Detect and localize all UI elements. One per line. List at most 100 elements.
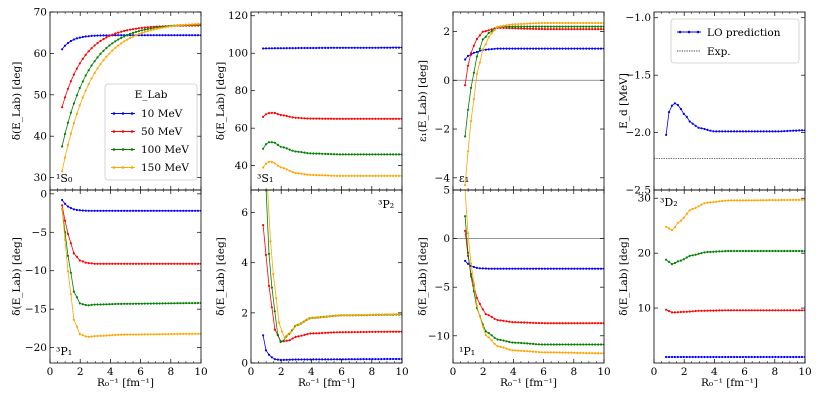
data-point — [697, 205, 700, 208]
data-point — [532, 22, 535, 25]
data-point — [353, 358, 356, 361]
data-point — [126, 209, 129, 212]
data-point — [567, 28, 570, 31]
data-point — [780, 249, 783, 253]
data-point — [484, 30, 487, 33]
data-point — [579, 21, 582, 25]
data-point — [167, 302, 170, 305]
data-point — [84, 335, 87, 338]
y-tick-label: 6 — [241, 207, 248, 219]
data-point — [114, 32, 117, 35]
series-line-150-mev — [464, 22, 604, 186]
data-point — [270, 111, 273, 114]
data-point — [182, 209, 185, 212]
data-point — [472, 98, 475, 101]
data-point — [543, 322, 547, 325]
data-point — [576, 28, 579, 31]
panel-Ed: −2.5 −2.0 −1.5 −1.0 E_d [MeV] LO prediction Ex… — [618, 11, 806, 197]
data-point — [395, 153, 398, 156]
data-point — [108, 44, 111, 47]
data-point — [762, 355, 765, 359]
data-point — [332, 314, 335, 317]
data-point — [567, 343, 570, 346]
data-point — [167, 25, 170, 28]
data-point — [466, 64, 470, 67]
data-point — [282, 114, 285, 117]
data-point — [552, 47, 555, 50]
data-point — [576, 343, 579, 346]
data-point — [267, 47, 271, 50]
data-point — [786, 249, 789, 253]
data-point — [783, 355, 786, 359]
data-point — [561, 322, 564, 325]
data-point — [464, 184, 467, 187]
data-point — [795, 355, 798, 359]
y-tick-label: 40 — [235, 160, 248, 172]
data-point — [561, 343, 564, 346]
data-point — [774, 130, 777, 133]
data-point — [505, 347, 508, 350]
data-point — [264, 47, 268, 50]
data-point — [288, 148, 291, 151]
data-point — [66, 87, 70, 90]
data-point — [75, 112, 78, 115]
data-point — [529, 27, 532, 30]
data-point — [667, 260, 671, 263]
data-point — [81, 80, 84, 83]
data-point — [152, 209, 155, 212]
data-point — [63, 219, 67, 222]
data-point — [552, 21, 555, 25]
data-point — [75, 37, 78, 40]
data-point — [152, 333, 155, 336]
data-point — [371, 330, 374, 333]
data-point — [362, 46, 365, 49]
data-point — [318, 358, 321, 361]
data-point — [532, 47, 535, 50]
data-point — [469, 275, 473, 278]
data-point — [72, 122, 75, 125]
data-point — [362, 153, 365, 156]
axes-frame — [49, 189, 202, 364]
data-point — [102, 209, 105, 212]
data-point — [286, 333, 289, 337]
data-point — [558, 25, 561, 28]
data-point — [508, 267, 511, 270]
data-point — [143, 26, 146, 29]
data-point — [520, 25, 523, 28]
legend-entry: LO prediction — [707, 27, 781, 39]
panel-3P2: 0 2 4 6 8 10 0 2 4 6 δ(E_Lab) [deg] ³P₂ R₀⁻¹ [fm⁻¹] — [215, 189, 409, 389]
data-point — [792, 249, 795, 253]
data-point — [279, 145, 282, 148]
data-point — [537, 267, 541, 270]
data-point — [120, 42, 123, 45]
data-point — [146, 209, 149, 212]
data-point — [161, 34, 164, 37]
x-tick-label: 0 — [651, 366, 658, 378]
data-point — [673, 226, 677, 229]
data-point — [800, 129, 804, 132]
data-point — [502, 339, 505, 342]
data-point — [179, 302, 182, 305]
panel-1P1: 0 2 4 6 8 10 −10 −5 0 5 δ(E_Lab) [deg] ¹P₁ R₀⁻¹ [fm⁻… — [417, 185, 611, 390]
data-point — [594, 352, 597, 355]
data-point — [90, 64, 93, 67]
data-point — [505, 340, 508, 343]
data-point — [335, 153, 339, 156]
data-point — [374, 358, 377, 361]
data-point — [282, 167, 285, 170]
data-point — [282, 339, 285, 342]
series-group — [665, 198, 805, 359]
data-point — [276, 47, 279, 50]
data-point — [526, 47, 529, 50]
data-point — [588, 25, 591, 28]
y-tick-label: 0 — [40, 188, 47, 200]
data-point — [262, 147, 265, 150]
x-axis-label: R₀⁻¹ [fm⁻¹] — [298, 377, 355, 389]
data-point — [108, 209, 111, 212]
data-point — [543, 351, 547, 354]
data-point — [727, 130, 730, 133]
data-point — [63, 202, 67, 205]
panel-label: ¹P₁ — [459, 345, 475, 358]
data-point — [703, 202, 706, 205]
data-point — [352, 314, 355, 317]
